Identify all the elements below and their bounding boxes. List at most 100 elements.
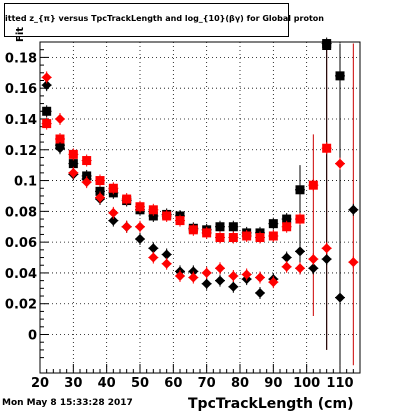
data-point-diamond (241, 269, 252, 280)
data-point-diamond (308, 263, 319, 274)
data-point-square (135, 202, 145, 212)
data-point-diamond (41, 80, 52, 91)
data-point-square (228, 233, 238, 243)
data-point-square (82, 156, 92, 166)
data-point-square (55, 134, 65, 144)
data-point-diamond (148, 252, 159, 263)
x-axis-title: TpcTrackLength (cm) (188, 396, 354, 412)
data-point-square (215, 222, 225, 232)
x-tick-label: 30 (64, 376, 82, 391)
x-tick-label: 70 (198, 376, 216, 391)
data-point-diamond (81, 177, 92, 188)
y-tick-label: 0.16 (5, 82, 37, 97)
y-tick-label: 0.04 (5, 267, 37, 282)
data-point-square (175, 216, 185, 226)
chart-title: itted z_{π} versus TpcTrackLength and lo… (5, 14, 324, 23)
data-point-diamond (55, 113, 65, 124)
x-tick-label: 80 (231, 376, 249, 391)
data-point-square (282, 214, 292, 224)
x-tick-label: 60 (164, 376, 182, 391)
data-point-diamond (335, 292, 345, 303)
data-point-square (108, 183, 118, 193)
y-tick-label: 0.06 (5, 236, 37, 251)
data-point-diamond (228, 281, 239, 292)
data-point-diamond (348, 257, 359, 268)
data-point-square (335, 71, 345, 81)
plot-frame (39, 41, 361, 374)
data-point-square (215, 233, 225, 243)
data-point-diamond (201, 267, 212, 278)
data-point-diamond (175, 271, 185, 282)
data-point-square (42, 106, 52, 116)
data-point-diamond (321, 254, 332, 265)
data-point-square (322, 143, 332, 153)
y-tick-label: 0 (28, 329, 37, 344)
data-point-diamond (228, 271, 239, 282)
data-point-square (68, 149, 78, 159)
data-point-square (42, 119, 52, 129)
data-point-diamond (281, 252, 292, 263)
x-tick-label: 20 (31, 376, 49, 391)
data-point-square (282, 222, 292, 232)
data-point-diamond (188, 272, 199, 283)
data-point-diamond (161, 249, 172, 260)
data-point-diamond (161, 258, 172, 269)
data-point-diamond (255, 272, 265, 283)
data-point-diamond (348, 204, 359, 215)
data-point-square (202, 228, 212, 238)
data-point-square (95, 176, 105, 186)
data-point-square (268, 231, 278, 241)
data-point-diamond (215, 275, 225, 286)
data-point-square (268, 219, 278, 229)
y-axis-title: Fit (15, 26, 26, 42)
data-point-square (295, 185, 305, 195)
data-point-square (95, 186, 105, 196)
x-tick-label: 90 (264, 376, 282, 391)
data-point-square (68, 159, 78, 169)
data-point-square (148, 205, 158, 215)
x-tick-label: 40 (98, 376, 116, 391)
x-tick-label: 100 (293, 376, 320, 391)
y-tick-label: 0.02 (5, 298, 37, 313)
data-point-square (162, 211, 172, 221)
y-tick-label: 0.14 (5, 113, 37, 128)
data-point-diamond (295, 246, 305, 257)
data-point-diamond (41, 72, 52, 83)
data-point-diamond (95, 192, 105, 203)
data-point-diamond (55, 143, 65, 154)
data-point-diamond (255, 287, 265, 298)
data-point-diamond (321, 243, 332, 254)
data-point-diamond (268, 277, 279, 288)
data-point-square (308, 180, 318, 190)
data-point-square (148, 211, 158, 221)
data-point-diamond (108, 215, 119, 226)
x-tick-label: 110 (326, 376, 353, 391)
data-point-square (295, 214, 305, 224)
data-point-square (322, 41, 332, 50)
y-tick-label: 0.1 (14, 175, 37, 190)
y-tick-label: 0.18 (5, 51, 37, 66)
data-point-diamond (121, 221, 132, 232)
data-point-diamond (281, 261, 292, 272)
data-point-square (228, 222, 238, 232)
data-point-square (188, 225, 198, 235)
title-box: itted z_{π} versus TpcTrackLength and lo… (4, 3, 324, 37)
data-point-diamond (308, 254, 319, 265)
data-point-diamond (108, 207, 119, 218)
data-point-diamond (188, 266, 199, 277)
data-point-diamond (201, 278, 212, 289)
x-tick-label: 50 (131, 376, 149, 391)
data-point-diamond (295, 263, 305, 274)
y-tick-label: 0.12 (5, 144, 37, 159)
data-point-diamond (215, 263, 225, 274)
data-point-square (255, 233, 265, 243)
y-tick-label: 0.08 (5, 205, 37, 220)
data-point-diamond (135, 234, 145, 245)
data-point-diamond (148, 243, 159, 254)
data-point-square (122, 194, 132, 204)
footer-date: Mon May 8 15:33:28 2017 (2, 398, 133, 408)
data-point-diamond (68, 167, 79, 178)
data-point-diamond (135, 221, 145, 232)
data-point-diamond (335, 158, 345, 169)
